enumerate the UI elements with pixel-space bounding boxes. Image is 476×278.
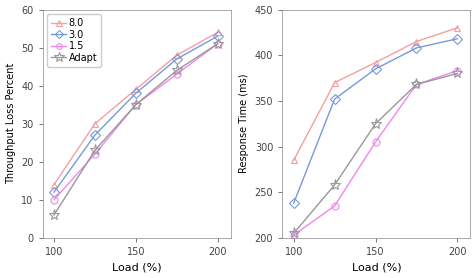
X-axis label: Load (%): Load (%) <box>352 262 401 272</box>
Y-axis label: Throughput Loss Percent: Throughput Loss Percent <box>6 63 16 184</box>
Y-axis label: Response Time (ms): Response Time (ms) <box>239 74 249 173</box>
X-axis label: Load (%): Load (%) <box>112 262 161 272</box>
Legend: 8.0, 3.0, 1.5, Adapt: 8.0, 3.0, 1.5, Adapt <box>48 14 101 66</box>
